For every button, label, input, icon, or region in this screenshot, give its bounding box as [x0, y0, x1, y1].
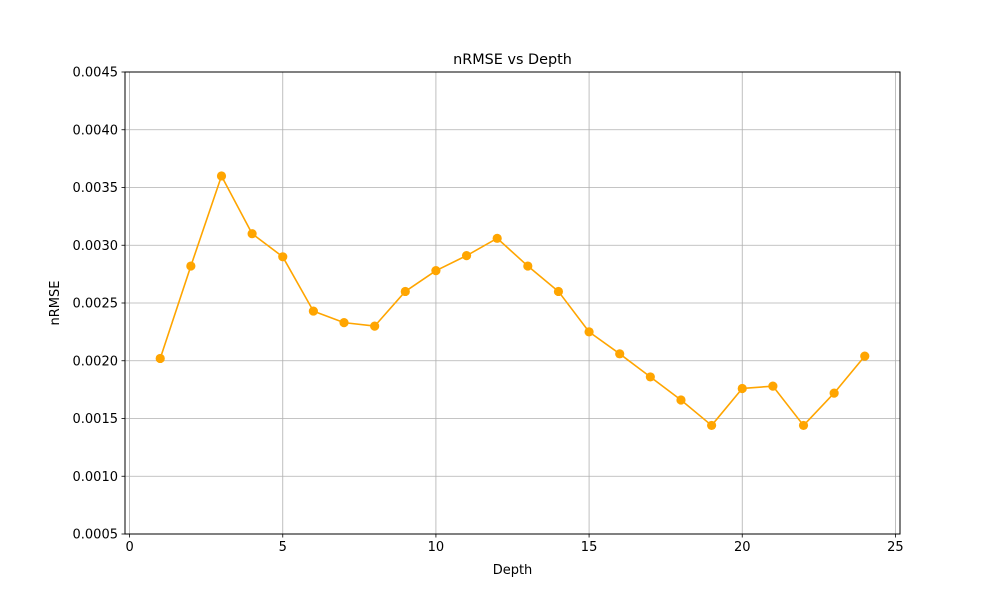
- data-point: [676, 395, 686, 405]
- x-tick-label: 15: [581, 540, 598, 555]
- y-axis-label: nRMSE: [48, 281, 63, 326]
- series-line: [159, 175, 866, 427]
- x-tick-label: 0: [125, 540, 133, 555]
- x-tick-label: 10: [428, 540, 445, 555]
- data-point: [247, 229, 257, 239]
- data-point: [155, 353, 165, 364]
- data-point: [768, 381, 778, 391]
- data-point: [370, 321, 380, 331]
- x-axis-label: Depth: [493, 563, 533, 578]
- y-tick-label: 0.0020: [73, 354, 119, 369]
- data-point: [615, 349, 625, 359]
- series-layer: [155, 171, 870, 431]
- y-tick-label: 0.0005: [73, 528, 119, 543]
- data-point: [431, 266, 441, 276]
- x-tick-label: 5: [279, 540, 287, 555]
- y-axis-ticks: 0.0005 0.0010 0.0015 0.0020 0.0025 0.0030 0.00…: [73, 66, 125, 543]
- data-point: [523, 261, 533, 271]
- data-point: [584, 327, 594, 337]
- data-point: [339, 318, 349, 328]
- data-point: [278, 252, 288, 262]
- data-point: [553, 286, 564, 297]
- y-tick-label: 0.0030: [73, 239, 119, 254]
- data-point: [798, 420, 809, 431]
- x-tick-label: 20: [734, 540, 751, 555]
- y-tick-label: 0.0025: [73, 297, 119, 312]
- data-point: [707, 420, 717, 431]
- x-tick-label: 25: [887, 540, 904, 555]
- data-point: [737, 383, 747, 394]
- data-point: [308, 306, 318, 316]
- y-tick-label: 0.0045: [73, 66, 119, 81]
- x-axis-ticks: 0 5 10 15 20 25: [125, 534, 904, 555]
- data-point: [829, 388, 839, 398]
- data-point: [186, 261, 196, 271]
- chart-title: nRMSE vs Depth: [453, 52, 572, 68]
- y-tick-label: 0.0040: [73, 123, 119, 138]
- data-point: [216, 171, 227, 181]
- y-tick-label: 0.0010: [73, 470, 119, 485]
- y-tick-label: 0.0015: [73, 412, 119, 427]
- data-point: [492, 233, 502, 243]
- data-point: [645, 372, 655, 382]
- data-point: [860, 351, 870, 361]
- y-tick-label: 0.0035: [73, 181, 119, 196]
- data-point: [461, 251, 472, 261]
- data-point: [400, 286, 410, 297]
